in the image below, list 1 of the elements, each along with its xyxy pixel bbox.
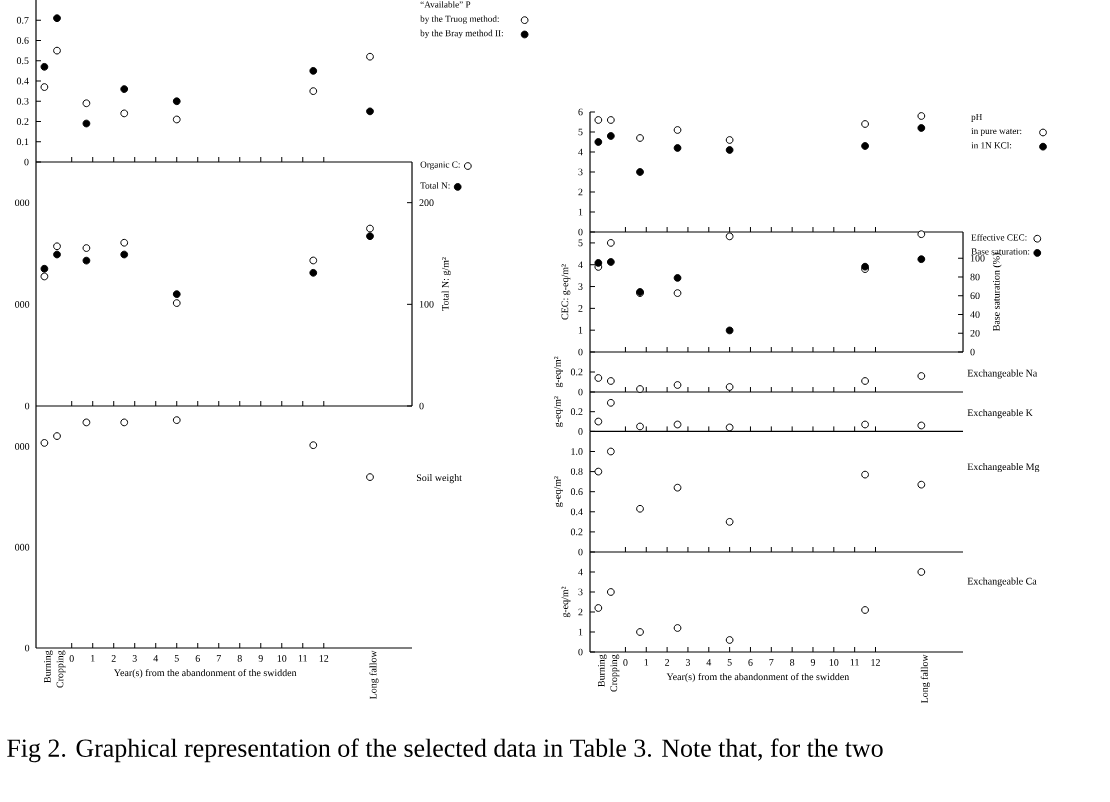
caption: Fig 2. Graphical representation of the selected data in Table 3. Note that, for the two xyxy=(7,738,883,763)
